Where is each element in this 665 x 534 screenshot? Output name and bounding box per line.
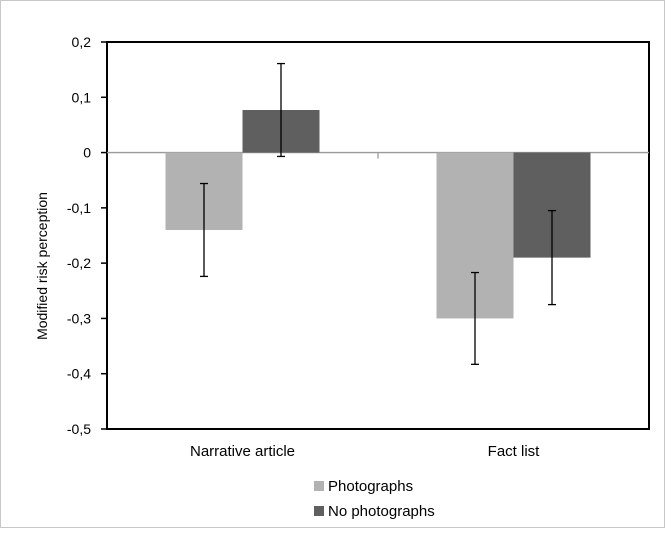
y-tick-label: 0,2 (72, 34, 92, 50)
y-tick-label: -0,5 (67, 421, 91, 437)
legend-swatch (314, 506, 324, 516)
y-tick-label: 0,1 (72, 89, 92, 105)
plot-border (106, 41, 650, 430)
legend: Photographs No photographs (314, 478, 435, 520)
y-tick-label: 0 (83, 145, 91, 161)
y-tick-label: -0,3 (67, 310, 91, 326)
legend-label: No photographs (328, 503, 435, 520)
y-tick-label: -0,1 (67, 200, 91, 216)
x-tick-label: Narrative article (190, 443, 295, 460)
x-tick-label: Fact list (488, 443, 541, 460)
plot-area: 0,2 0,1 0 -0,1 -0,2 -0,3 -0,4 -0,5 Narrative art… (67, 34, 650, 460)
legend-swatch (314, 481, 324, 491)
y-tick-label: -0,4 (67, 366, 91, 382)
y-axis-title: Modified risk perception (34, 192, 50, 340)
y-tick-label: -0,2 (67, 255, 91, 271)
legend-label: Photographs (328, 478, 413, 495)
